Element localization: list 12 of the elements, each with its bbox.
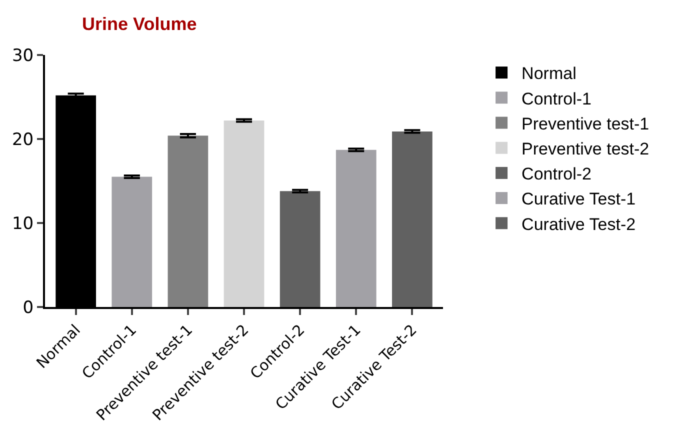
y-tick-label: 30	[12, 46, 34, 66]
legend-label: Control-2	[522, 164, 592, 184]
legend-label: Normal	[522, 64, 576, 84]
chart-title: Urine Volume	[82, 14, 197, 34]
legend-label: Curative Test-2	[522, 214, 636, 234]
legend-label: Preventive test-2	[522, 139, 650, 158]
y-tick-label: 20	[12, 130, 34, 150]
legend-label: Curative Test-1	[522, 190, 636, 209]
y-tick-label: 0	[22, 298, 34, 318]
legend-label: Control-1	[522, 89, 592, 108]
legend-label: Preventive test-1	[522, 114, 650, 134]
y-tick-label: 10	[12, 214, 34, 234]
